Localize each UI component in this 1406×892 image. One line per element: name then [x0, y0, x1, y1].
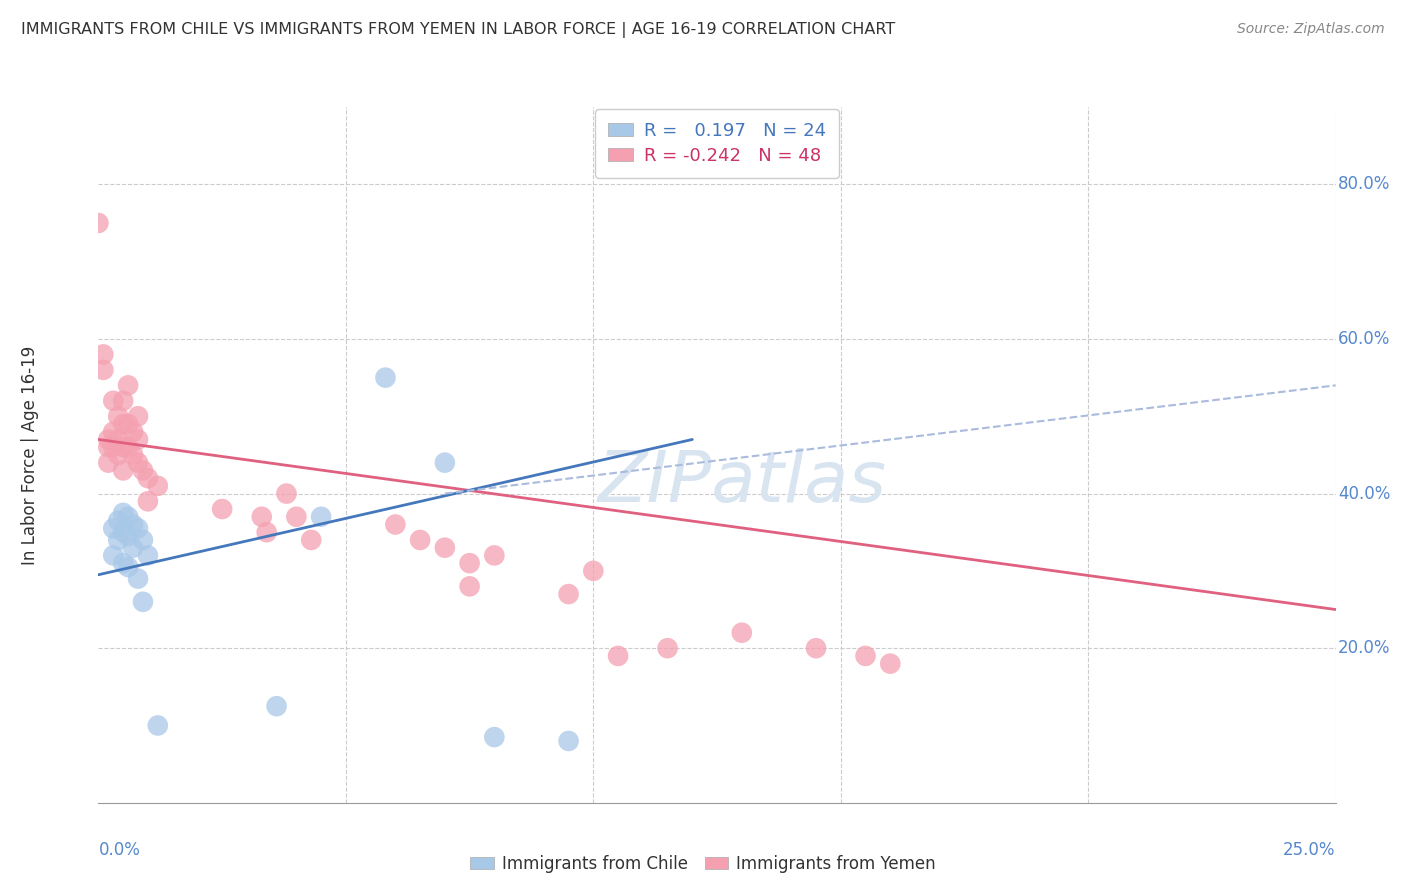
Text: 20.0%: 20.0% [1339, 640, 1391, 657]
Text: 80.0%: 80.0% [1339, 176, 1391, 194]
Point [299, 533, 322, 547]
Point [132, 463, 155, 477]
Point [136, 471, 159, 485]
Point [122, 448, 145, 462]
Point [146, 718, 169, 732]
Point [309, 509, 332, 524]
Text: 40.0%: 40.0% [1339, 484, 1391, 502]
Point [146, 479, 169, 493]
Text: IMMIGRANTS FROM CHILE VS IMMIGRANTS FROM YEMEN IN LABOR FORCE | AGE 16-19 CORREL: IMMIGRANTS FROM CHILE VS IMMIGRANTS FROM… [21, 22, 896, 38]
Point [250, 509, 273, 524]
Point [117, 560, 139, 574]
Point [107, 533, 129, 547]
Point [97, 456, 120, 470]
Point [117, 509, 139, 524]
Point [127, 521, 149, 535]
Point [103, 393, 125, 408]
Point [93, 363, 115, 377]
Point [374, 370, 396, 384]
Point [112, 417, 135, 431]
Point [458, 556, 481, 570]
Point [117, 378, 139, 392]
Point [107, 433, 129, 447]
Point [266, 699, 288, 714]
Point [607, 648, 630, 663]
Point [582, 564, 605, 578]
Point [557, 587, 579, 601]
Point [112, 556, 135, 570]
Point [103, 440, 125, 454]
Point [211, 502, 233, 516]
Point [433, 541, 456, 555]
Point [122, 517, 145, 532]
Legend: Immigrants from Chile, Immigrants from Yemen: Immigrants from Chile, Immigrants from Y… [464, 848, 942, 880]
Point [127, 572, 149, 586]
Point [557, 734, 579, 748]
Text: In Labor Force | Age 16-19: In Labor Force | Age 16-19 [21, 345, 39, 565]
Point [103, 549, 125, 563]
Text: 60.0%: 60.0% [1339, 330, 1391, 348]
Point [112, 525, 135, 540]
Point [136, 494, 159, 508]
Point [731, 625, 754, 640]
Point [458, 579, 481, 593]
Point [93, 347, 115, 361]
Point [112, 440, 135, 454]
Point [103, 425, 125, 439]
Point [276, 486, 298, 500]
Text: 0.0%: 0.0% [98, 841, 141, 859]
Point [127, 456, 149, 470]
Point [117, 529, 139, 543]
Legend: R =   0.197   N = 24, R = -0.242   N = 48: R = 0.197 N = 24, R = -0.242 N = 48 [595, 109, 839, 178]
Point [804, 641, 827, 656]
Point [117, 417, 139, 431]
Point [132, 595, 155, 609]
Point [117, 440, 139, 454]
Point [127, 433, 149, 447]
Text: ZIPatlas: ZIPatlas [598, 449, 886, 517]
Point [136, 549, 159, 563]
Point [87, 216, 110, 230]
Point [879, 657, 901, 671]
Point [384, 517, 406, 532]
Point [103, 521, 125, 535]
Point [97, 440, 120, 454]
Point [132, 533, 155, 547]
Point [97, 433, 120, 447]
Point [855, 648, 877, 663]
Point [484, 549, 506, 563]
Text: 25.0%: 25.0% [1284, 841, 1336, 859]
Text: Source: ZipAtlas.com: Source: ZipAtlas.com [1237, 22, 1385, 37]
Point [122, 425, 145, 439]
Point [107, 448, 129, 462]
Point [285, 509, 308, 524]
Point [112, 506, 135, 520]
Point [657, 641, 679, 656]
Point [107, 514, 129, 528]
Point [127, 409, 149, 424]
Point [112, 393, 135, 408]
Point [107, 409, 129, 424]
Point [112, 463, 135, 477]
Point [484, 730, 506, 744]
Point [409, 533, 432, 547]
Point [122, 541, 145, 555]
Point [433, 456, 456, 470]
Point [256, 525, 278, 540]
